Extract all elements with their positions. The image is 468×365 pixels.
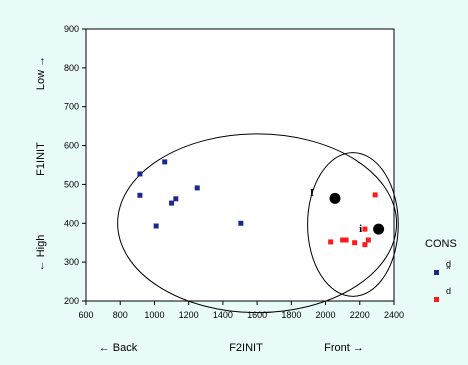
y-tick-label: 400: [64, 218, 79, 228]
data-point-series-1: [162, 159, 168, 165]
data-point-series-2: [328, 239, 334, 245]
data-point-series-1: [169, 200, 175, 206]
data-point-series-1: [194, 185, 200, 191]
data-point-series-1: [137, 171, 143, 177]
y-tick-label: 700: [64, 102, 79, 112]
data-point-series-1: [153, 223, 159, 229]
x-axis-label: F2INIT: [229, 342, 263, 354]
x-tick-label: 2400: [384, 310, 404, 320]
data-point-series-2: [372, 192, 378, 198]
legend-title: CONS: [425, 238, 457, 250]
x-annotation-front: Front →: [324, 342, 364, 354]
x-tick-label: 2000: [316, 310, 336, 320]
x-tick-label: 1000: [144, 310, 164, 320]
ellipse-2: [307, 152, 399, 297]
x-tick-label: 1400: [213, 310, 233, 320]
y-tick-label: 500: [64, 179, 79, 189]
x-tick-label: 600: [78, 310, 93, 320]
data-point-series-1: [238, 220, 244, 226]
x-tick-label: 1800: [281, 310, 301, 320]
y-tick-label: 800: [64, 63, 79, 73]
y-axis-label: F1INIT: [35, 142, 47, 176]
data-point-series-2: [365, 237, 371, 243]
point-label: i: [359, 223, 362, 235]
data-point-series-2: [362, 242, 368, 248]
data-point-series-2: [362, 226, 368, 232]
centroid-marker-2: [373, 223, 385, 235]
data-point-series-2: [340, 237, 346, 243]
y-tick-label: 900: [64, 24, 79, 34]
y-annotation-high: ← High: [35, 235, 47, 272]
y-tick-label: 200: [64, 296, 79, 306]
x-annotation-back: ← Back: [99, 342, 138, 354]
legend-swatch-1: [434, 270, 439, 275]
legend-label-2: d: [446, 286, 451, 296]
y-tick-label: 300: [64, 257, 79, 267]
plot-area: [85, 28, 395, 302]
data-point-series-1: [173, 196, 179, 202]
y-annotation-low: Low →: [35, 56, 47, 90]
data-point-series-2: [343, 237, 349, 243]
data-point-series-2: [352, 240, 358, 246]
point-label: I: [310, 187, 314, 199]
ellipse-1: [117, 133, 398, 314]
legend-swatch-2: [434, 297, 439, 302]
centroid-marker-1: [329, 192, 341, 204]
legend-label-1: d̪: [446, 259, 451, 269]
x-tick-label: 2200: [350, 310, 370, 320]
x-tick-label: 1600: [247, 310, 267, 320]
data-point-series-1: [137, 192, 143, 198]
x-tick-label: 1200: [179, 310, 199, 320]
x-tick-label: 800: [113, 310, 128, 320]
y-tick-label: 600: [64, 141, 79, 151]
